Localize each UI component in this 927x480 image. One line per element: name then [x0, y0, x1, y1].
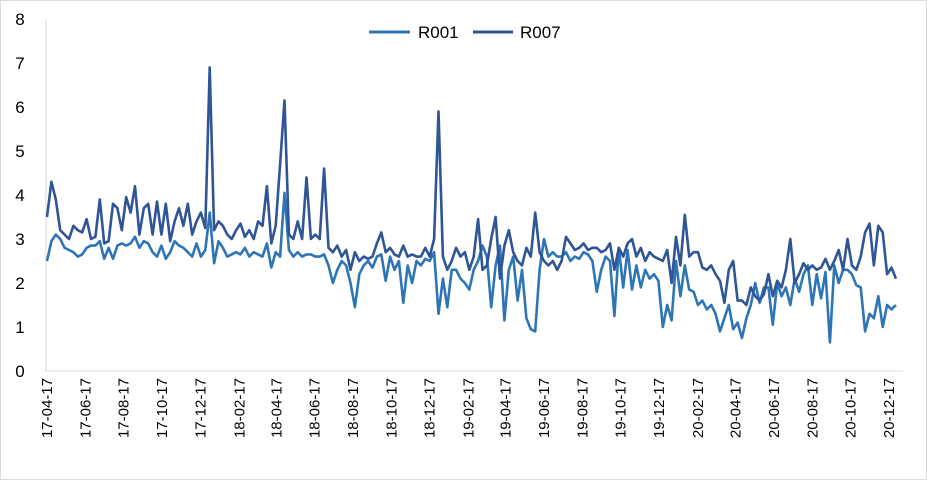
y-tick-label: 8	[15, 10, 24, 29]
y-tick-label: 5	[15, 142, 24, 161]
y-tick-label: 3	[15, 230, 24, 249]
x-tick-label: 19-08-17	[574, 378, 591, 438]
y-tick-label: 7	[15, 54, 24, 73]
legend-label-r001: R001	[418, 23, 459, 42]
y-tick-label: 6	[15, 98, 24, 117]
x-tick-label: 20-10-17	[843, 378, 860, 438]
x-tick-label: 19-02-17	[461, 378, 478, 438]
x-tick-label: 17-10-17	[154, 378, 171, 438]
series-line-r001	[45, 191, 897, 344]
x-tick-label: 19-06-17	[536, 378, 553, 438]
x-tick-label: 17-06-17	[77, 378, 94, 438]
x-tick-label: 20-06-17	[766, 378, 783, 438]
y-axis: 0 1 2 3 4 5 6 7 8	[15, 10, 47, 381]
x-tick-label: 18-02-17	[231, 378, 248, 438]
series-line-r007	[45, 66, 898, 307]
x-axis: 17-04-17 17-06-17 17-08-17 17-10-17 17-12-17…	[39, 370, 903, 438]
y-tick-label: 2	[15, 274, 24, 293]
x-tick-label: 17-08-17	[116, 378, 133, 438]
x-tick-label: 20-02-17	[690, 378, 707, 438]
x-tick-label: 19-10-17	[613, 378, 630, 438]
x-tick-label: 17-12-17	[192, 378, 209, 438]
x-tick-label: 18-08-17	[345, 378, 362, 438]
x-tick-label: 18-12-17	[422, 378, 439, 438]
x-tick-label: 20-08-17	[804, 378, 821, 438]
x-tick-label: 19-12-17	[651, 378, 668, 438]
x-tick-label: 18-10-17	[383, 378, 400, 438]
x-tick-label: 20-04-17	[728, 378, 745, 438]
series-layer	[45, 66, 898, 344]
y-tick-label: 1	[15, 318, 24, 337]
x-tick-label: 18-06-17	[307, 378, 324, 438]
y-tick-label: 4	[15, 186, 24, 205]
x-tick-label: 17-04-17	[39, 378, 56, 438]
x-tick-label: 18-04-17	[268, 378, 285, 438]
x-tick-label: 19-04-17	[498, 378, 515, 438]
x-tick-label: 20-12-17	[881, 378, 898, 438]
y-tick-label: 0	[15, 362, 24, 381]
legend: R001 R007	[369, 23, 561, 42]
legend-label-r007: R007	[520, 23, 561, 42]
